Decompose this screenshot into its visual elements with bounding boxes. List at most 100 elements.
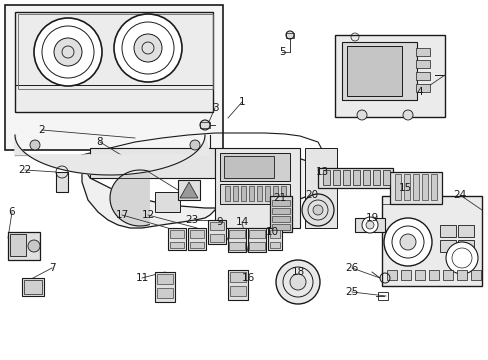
- Bar: [415, 72, 429, 80]
- Bar: [170, 242, 183, 248]
- Bar: [389, 172, 441, 204]
- Text: 11: 11: [135, 273, 148, 283]
- Bar: [428, 270, 438, 280]
- Bar: [381, 196, 389, 204]
- Bar: [227, 270, 247, 300]
- Bar: [412, 174, 418, 200]
- Text: 5: 5: [278, 47, 285, 57]
- Bar: [305, 148, 336, 228]
- Circle shape: [200, 120, 209, 130]
- Bar: [285, 33, 293, 38]
- Bar: [56, 172, 68, 192]
- Bar: [457, 240, 473, 252]
- Bar: [271, 200, 289, 206]
- Bar: [264, 186, 269, 201]
- Circle shape: [289, 274, 305, 290]
- Text: 23: 23: [185, 215, 198, 225]
- Bar: [8, 232, 40, 260]
- Text: 8: 8: [97, 137, 103, 147]
- Bar: [224, 156, 273, 178]
- Bar: [372, 170, 379, 185]
- Text: 17: 17: [115, 210, 128, 220]
- Polygon shape: [15, 135, 209, 175]
- Text: 10: 10: [265, 227, 278, 237]
- Bar: [442, 270, 452, 280]
- Bar: [269, 196, 291, 232]
- Circle shape: [312, 205, 323, 215]
- Bar: [415, 48, 429, 56]
- Bar: [271, 208, 289, 214]
- Circle shape: [34, 18, 102, 86]
- Bar: [155, 192, 180, 212]
- Bar: [229, 272, 245, 282]
- Bar: [209, 234, 224, 242]
- Bar: [439, 240, 455, 252]
- Circle shape: [402, 110, 412, 120]
- Bar: [187, 228, 205, 250]
- Circle shape: [134, 34, 162, 62]
- Text: 21: 21: [273, 193, 286, 203]
- Polygon shape: [82, 155, 325, 228]
- Circle shape: [54, 38, 82, 66]
- Bar: [271, 216, 289, 222]
- Bar: [207, 220, 225, 244]
- Text: 9: 9: [216, 217, 223, 227]
- Bar: [24, 280, 42, 294]
- Text: 14: 14: [235, 217, 248, 227]
- Circle shape: [356, 110, 366, 120]
- Bar: [248, 186, 253, 201]
- Text: 24: 24: [452, 190, 466, 200]
- Circle shape: [399, 234, 415, 250]
- Bar: [430, 174, 436, 200]
- Bar: [332, 170, 339, 185]
- Circle shape: [28, 240, 40, 252]
- Bar: [215, 148, 299, 228]
- Bar: [269, 242, 280, 248]
- Bar: [267, 228, 282, 250]
- Circle shape: [30, 140, 40, 150]
- Polygon shape: [180, 182, 198, 198]
- Bar: [457, 225, 473, 237]
- Bar: [341, 42, 416, 100]
- Text: 3: 3: [211, 103, 218, 113]
- Bar: [414, 270, 424, 280]
- Bar: [334, 35, 444, 117]
- Text: 7: 7: [49, 263, 55, 273]
- Bar: [224, 186, 229, 201]
- Bar: [400, 270, 410, 280]
- Bar: [190, 230, 203, 238]
- Text: 2: 2: [39, 125, 45, 135]
- Bar: [241, 186, 245, 201]
- Text: 22: 22: [19, 165, 32, 175]
- Circle shape: [190, 140, 200, 150]
- Text: 26: 26: [345, 263, 358, 273]
- Bar: [257, 186, 262, 201]
- Bar: [170, 230, 183, 238]
- Text: 4: 4: [416, 87, 423, 97]
- Text: 12: 12: [141, 210, 154, 220]
- Bar: [381, 196, 481, 286]
- Circle shape: [383, 218, 431, 266]
- Text: 18: 18: [291, 267, 304, 277]
- Bar: [247, 228, 265, 252]
- Bar: [10, 234, 26, 256]
- Bar: [382, 170, 389, 185]
- Bar: [90, 148, 215, 178]
- Bar: [18, 14, 213, 89]
- Text: 25: 25: [345, 287, 358, 297]
- Bar: [271, 224, 289, 230]
- Bar: [421, 174, 427, 200]
- Bar: [229, 286, 245, 296]
- Polygon shape: [110, 170, 149, 226]
- Text: 1: 1: [238, 97, 245, 107]
- Bar: [281, 186, 285, 201]
- Bar: [220, 184, 289, 204]
- Bar: [470, 270, 480, 280]
- Bar: [415, 84, 429, 92]
- Bar: [342, 170, 349, 185]
- Bar: [354, 218, 384, 232]
- Text: 19: 19: [365, 213, 378, 223]
- Bar: [415, 60, 429, 68]
- Circle shape: [114, 14, 182, 82]
- Bar: [352, 170, 359, 185]
